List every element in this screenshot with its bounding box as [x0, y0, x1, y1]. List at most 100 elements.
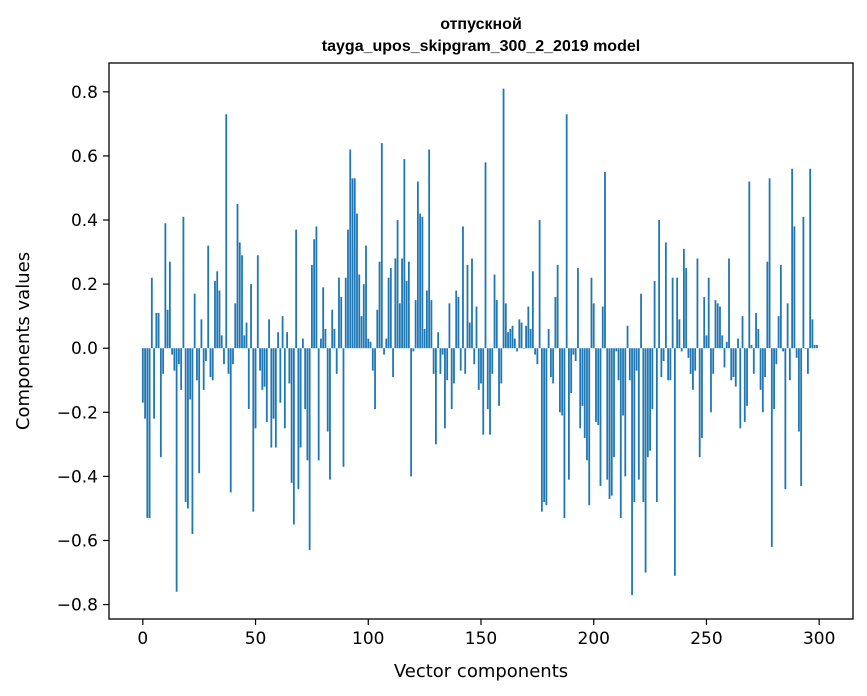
bar — [245, 322, 248, 349]
bar — [347, 229, 349, 349]
bar — [678, 319, 681, 349]
bar — [529, 328, 532, 349]
bar — [673, 348, 676, 576]
bar — [311, 264, 313, 349]
bar — [696, 258, 699, 349]
bar — [538, 220, 541, 349]
bar — [770, 348, 773, 547]
bar — [809, 168, 812, 349]
bar — [405, 280, 408, 349]
bar — [721, 335, 724, 349]
bar-series — [141, 88, 818, 595]
bar — [441, 348, 444, 355]
bar — [320, 338, 322, 349]
bar — [473, 348, 476, 365]
bar — [649, 348, 651, 451]
bar — [475, 306, 478, 349]
bar — [450, 348, 453, 410]
bar — [482, 348, 485, 435]
bar — [446, 348, 449, 381]
bar — [698, 348, 701, 458]
bar — [761, 348, 764, 413]
bar — [259, 348, 261, 371]
bar — [351, 178, 354, 349]
bar — [509, 328, 512, 349]
bar — [274, 348, 277, 448]
bar — [459, 348, 462, 371]
bar — [811, 319, 814, 349]
bar — [329, 348, 331, 480]
bar — [516, 348, 518, 352]
bar — [270, 348, 273, 448]
bar — [234, 303, 237, 349]
bar — [299, 348, 302, 448]
bar — [655, 348, 658, 503]
bar — [223, 348, 225, 365]
bar — [590, 277, 593, 349]
bar — [466, 264, 469, 349]
bar — [340, 296, 343, 349]
bar — [225, 114, 228, 349]
bar — [383, 348, 385, 355]
bar — [401, 258, 403, 349]
bar — [428, 149, 431, 349]
bar — [416, 181, 419, 349]
bar — [410, 348, 413, 477]
bar — [394, 258, 397, 349]
bar — [464, 348, 467, 374]
bar — [281, 316, 284, 349]
bar — [604, 171, 606, 349]
bar — [247, 348, 250, 410]
bar — [588, 348, 591, 506]
bar — [261, 348, 264, 390]
bar — [324, 328, 327, 349]
bar — [793, 226, 796, 349]
bar — [432, 348, 435, 374]
bar — [563, 348, 566, 519]
bar — [547, 328, 550, 349]
bar — [707, 277, 710, 349]
bar — [153, 348, 155, 419]
bar — [205, 348, 207, 362]
bar — [595, 348, 597, 422]
bar — [701, 348, 703, 438]
bar — [387, 277, 390, 349]
bar — [723, 348, 726, 368]
bar — [757, 328, 760, 349]
bar — [773, 348, 775, 410]
bar — [437, 332, 440, 349]
y-axis-ticks: −0.8 −0.6 −0.4 −0.2 0.0 0.2 0.4 0.6 0.8 — [57, 83, 109, 616]
x-axis-ticks: 0 50 100 150 200 250 300 — [137, 619, 835, 649]
bar — [694, 348, 697, 371]
bar — [664, 242, 667, 349]
bar — [653, 280, 656, 349]
bar — [200, 319, 203, 349]
bar — [613, 348, 615, 458]
bar — [662, 348, 665, 362]
bar — [615, 348, 618, 352]
bar — [667, 348, 670, 381]
bar — [159, 348, 162, 458]
bar — [342, 348, 345, 467]
bar — [365, 245, 367, 349]
bar — [164, 223, 167, 349]
bar — [236, 204, 239, 349]
bar — [680, 348, 683, 352]
bar — [746, 348, 748, 406]
bar — [597, 348, 600, 426]
bar — [606, 348, 609, 480]
bar — [414, 300, 417, 349]
bar — [775, 348, 778, 365]
bar — [407, 261, 410, 349]
bar — [759, 348, 762, 390]
bar — [209, 348, 212, 378]
bar — [601, 306, 604, 349]
bar — [353, 178, 356, 349]
x-tick-label: 200 — [578, 629, 610, 649]
bar — [725, 341, 728, 349]
bar — [522, 348, 525, 349]
x-axis-label: Vector components — [394, 661, 568, 682]
bar — [784, 348, 787, 490]
bar — [777, 316, 780, 349]
bar — [207, 245, 210, 349]
